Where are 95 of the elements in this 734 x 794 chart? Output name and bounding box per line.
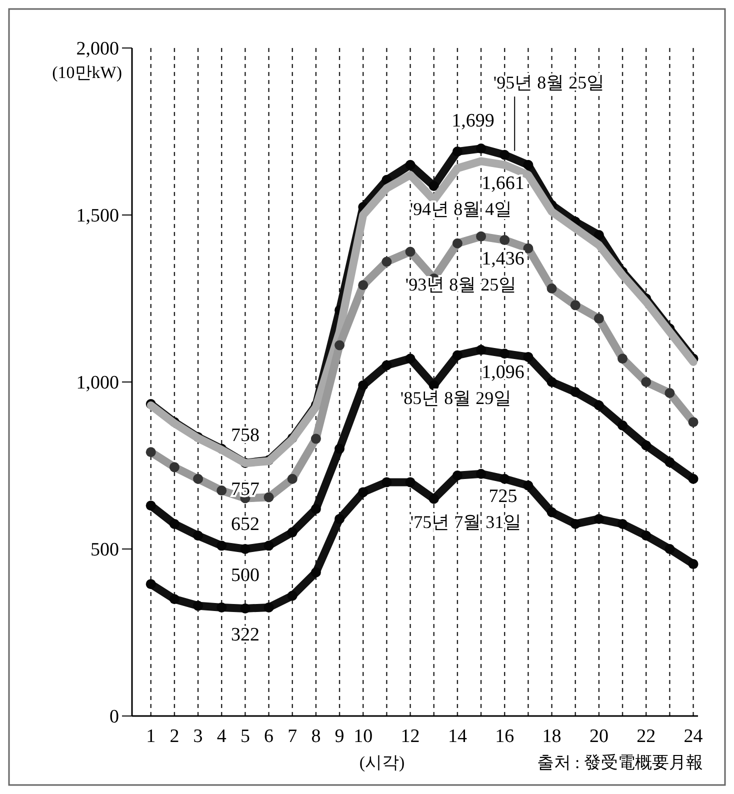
x-tick-label: 14 <box>448 726 468 747</box>
point <box>405 354 416 364</box>
point <box>618 420 628 430</box>
x-tick-label: 5 <box>240 726 250 747</box>
data-label: 1,661 <box>482 173 524 194</box>
point <box>310 504 321 514</box>
x-tick-label: 8 <box>311 726 321 747</box>
x-axis-title: (시각) <box>359 753 405 772</box>
y-tick-label: 1,000 <box>76 372 119 394</box>
x-tick-label: 24 <box>684 726 704 747</box>
x-tick-label: 9 <box>334 726 344 747</box>
point <box>264 540 274 551</box>
point <box>428 494 439 504</box>
point <box>169 518 180 529</box>
x-tick-label: 12 <box>400 726 420 747</box>
x-tick-label: 2 <box>170 726 180 747</box>
point <box>476 468 486 479</box>
data-label: 1,096 <box>482 362 524 383</box>
point <box>688 474 698 484</box>
x-tick-label: 20 <box>589 726 608 747</box>
series-label: '85년 8월 29일 <box>400 388 512 408</box>
point <box>641 440 652 450</box>
point <box>358 487 368 498</box>
y-tick-label: 500 <box>90 540 119 561</box>
point <box>240 544 250 554</box>
point <box>500 474 510 484</box>
point <box>216 602 227 612</box>
y-tick-label: 0 <box>110 706 119 728</box>
x-tick-label: 22 <box>636 726 656 747</box>
point <box>500 150 510 160</box>
series-label: '75년 7월 31일 <box>410 512 522 532</box>
point <box>641 530 652 541</box>
point <box>287 527 298 538</box>
point <box>405 477 416 488</box>
source-note: 출처 : 發受電概要月報 <box>536 753 703 772</box>
point <box>216 540 227 551</box>
point <box>146 500 156 511</box>
point <box>334 444 345 454</box>
data-label: 758 <box>230 424 260 446</box>
point <box>193 600 204 611</box>
point <box>570 387 580 398</box>
point <box>169 594 180 604</box>
point <box>405 160 416 170</box>
point <box>193 530 204 541</box>
point <box>310 567 321 578</box>
point <box>546 507 557 518</box>
point <box>523 480 534 491</box>
data-label: 725 <box>488 486 518 507</box>
point <box>382 477 392 488</box>
point <box>594 400 604 410</box>
point <box>146 579 156 590</box>
point <box>382 360 392 370</box>
point <box>664 544 675 554</box>
point <box>594 514 604 524</box>
x-tick-label: 10 <box>354 726 373 747</box>
data-label: 1,436 <box>482 248 524 270</box>
point <box>428 180 439 191</box>
x-tick-label: 18 <box>542 726 562 747</box>
text: '95년 8월 25일 <box>493 72 605 93</box>
point <box>664 457 675 468</box>
x-tick-label: 16 <box>495 726 514 747</box>
x-tick-label: 3 <box>193 726 203 747</box>
point <box>523 352 534 362</box>
y-tick-label: 2,000 <box>76 38 119 60</box>
y-tick-label: 1,500 <box>76 206 119 227</box>
point <box>618 518 628 529</box>
y-axis-title: (10만kW) <box>52 63 122 82</box>
point <box>570 518 580 529</box>
point <box>523 160 534 170</box>
point <box>334 514 345 524</box>
series-label: '94년 8월 4일 <box>410 199 512 220</box>
data-label: 322 <box>230 624 260 646</box>
point <box>688 559 698 570</box>
x-tick-label: 7 <box>288 726 298 747</box>
data-label: 757 <box>230 479 260 500</box>
point <box>240 603 250 614</box>
point <box>476 344 486 355</box>
point <box>594 230 604 240</box>
series-label: '93년 8월 25일 <box>405 274 517 294</box>
data-label: 500 <box>230 565 260 586</box>
x-tick-label: 1 <box>146 726 156 747</box>
point <box>358 380 368 390</box>
point <box>476 144 486 154</box>
x-tick-label: 6 <box>264 726 274 747</box>
point <box>546 377 557 387</box>
point <box>287 590 298 601</box>
point <box>452 470 462 481</box>
point <box>452 146 462 157</box>
point <box>428 380 439 390</box>
x-tick-label: 4 <box>216 726 227 747</box>
point <box>264 602 274 612</box>
point <box>500 348 510 359</box>
point <box>452 350 462 360</box>
data-label: 652 <box>230 514 260 536</box>
data-label: 1,699 <box>452 110 494 132</box>
